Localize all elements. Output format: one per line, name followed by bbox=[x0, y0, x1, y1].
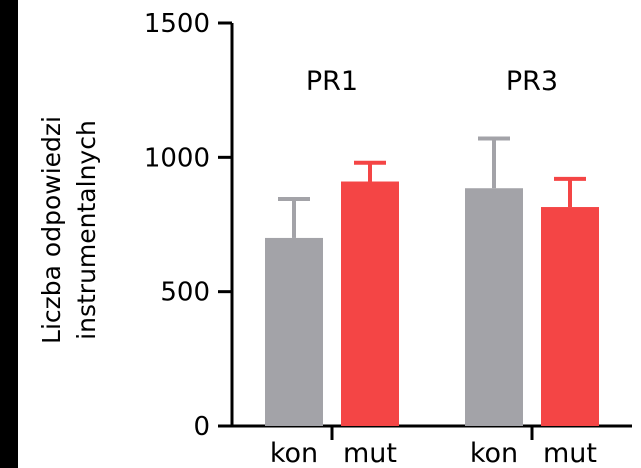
bar bbox=[541, 207, 599, 426]
bar bbox=[265, 237, 323, 426]
category-label: kon bbox=[470, 438, 518, 468]
bars bbox=[265, 136, 599, 426]
y-axis-label-line: Liczba odpowiedzi bbox=[37, 116, 66, 344]
bar bbox=[465, 188, 523, 426]
bar bbox=[341, 181, 399, 426]
y-axis-label: Liczba odpowiedzi instrumentalnych bbox=[37, 116, 101, 344]
category-label: mut bbox=[343, 438, 397, 468]
left-edge-bar bbox=[0, 0, 18, 468]
y-axis-label-line: instrumentalnych bbox=[72, 120, 101, 340]
y-tick-label: 1000 bbox=[144, 143, 210, 173]
y-tick-label: 1500 bbox=[144, 9, 210, 39]
group-label: PR1 bbox=[306, 66, 358, 97]
y-ticks: 0 500 1000 1500 bbox=[144, 9, 232, 442]
category-label: kon bbox=[270, 438, 318, 468]
category-label: mut bbox=[543, 438, 597, 468]
y-tick-label: 0 bbox=[193, 412, 210, 442]
group-label: PR3 bbox=[506, 66, 558, 97]
y-tick-label: 500 bbox=[160, 278, 210, 308]
